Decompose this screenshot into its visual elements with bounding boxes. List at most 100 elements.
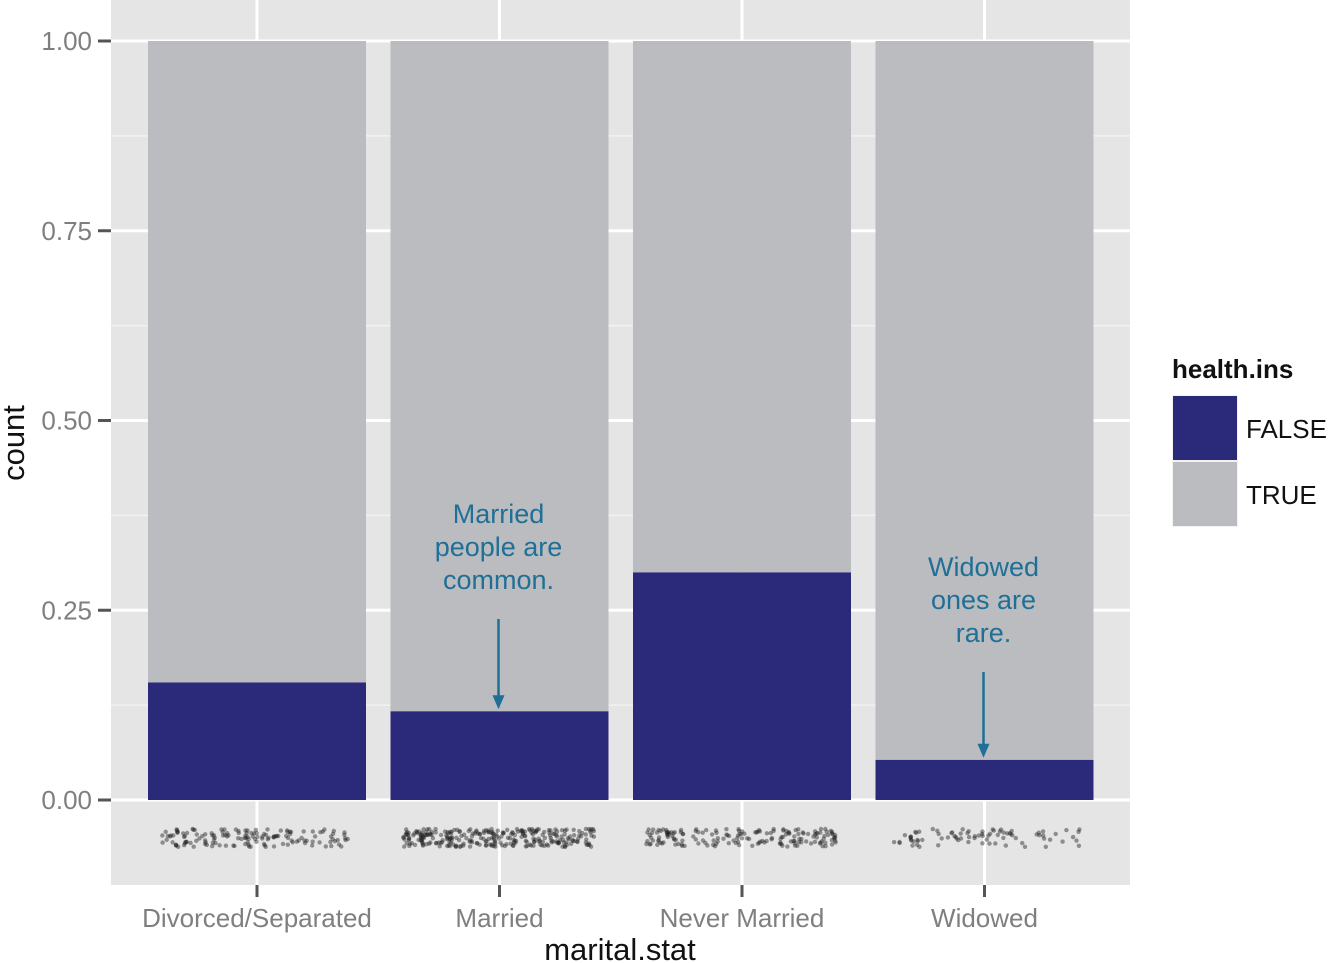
rug-point [542, 843, 547, 848]
rug-point [246, 842, 251, 847]
rug-point [165, 833, 170, 839]
rug-point [795, 843, 800, 848]
rug-point [328, 839, 333, 845]
rug-point [332, 839, 338, 844]
rug-point [472, 831, 478, 836]
rug-point [175, 829, 180, 835]
rug-point [468, 827, 473, 832]
rug-point [181, 843, 187, 848]
rug-point [284, 833, 289, 839]
y-tick-label: 0.75 [41, 216, 92, 246]
rug-point [505, 827, 510, 833]
rug-point [556, 840, 562, 845]
rug-point [650, 838, 656, 843]
rug-point [1077, 827, 1082, 832]
y-tick-label: 0.50 [41, 406, 92, 436]
rug-point [1047, 837, 1053, 842]
rug-point [511, 837, 516, 842]
bar-true [148, 41, 366, 683]
rug-point [438, 841, 443, 846]
annotation-text: Married [453, 499, 545, 529]
rug-point [447, 839, 452, 845]
rug-point [750, 843, 755, 848]
rug-point [658, 828, 663, 834]
rug-point [411, 833, 416, 838]
rug-point [995, 832, 1000, 838]
rug-point [419, 837, 424, 842]
rug-point [456, 837, 462, 843]
rug-point [950, 830, 955, 835]
rug-point [648, 835, 654, 840]
rug-point [444, 833, 449, 838]
rug-point [832, 835, 838, 840]
rug-point [583, 832, 588, 837]
rug-point [265, 837, 270, 842]
rug-point [786, 829, 792, 835]
rug-point [493, 841, 498, 846]
rug-point [197, 836, 202, 841]
rug-point [419, 838, 425, 843]
rug-point [310, 839, 315, 844]
rug-point [531, 843, 536, 848]
rug-point [693, 828, 698, 834]
rug-point [1003, 843, 1008, 848]
rug-point [418, 832, 423, 837]
rug-point [251, 831, 257, 836]
rug-point [236, 836, 241, 841]
rug-point [225, 831, 230, 836]
rug-point [565, 835, 571, 841]
rug-point [665, 832, 670, 837]
rug-point [672, 837, 677, 842]
rug-point [666, 831, 671, 837]
rug-point [452, 827, 457, 833]
rug-point [548, 828, 553, 833]
rug-point [418, 834, 424, 840]
rug-point [997, 829, 1003, 834]
rug-point [242, 835, 248, 841]
rug-point [591, 834, 597, 839]
rug-point [949, 830, 954, 836]
rug-point [709, 832, 715, 837]
rug-point [421, 827, 426, 832]
rug-point [489, 836, 494, 841]
rug-point [501, 831, 506, 836]
rug-point [429, 832, 434, 838]
rug-point [430, 836, 436, 841]
rug-point [1053, 831, 1058, 837]
rug-point [908, 835, 913, 840]
rug-point [420, 840, 425, 846]
rug-point [272, 834, 277, 839]
rug-point [580, 830, 585, 836]
rug-point [1008, 831, 1013, 837]
rug-point [276, 833, 281, 839]
rug-point [409, 841, 414, 846]
rug-point [797, 836, 802, 841]
rug-point [339, 844, 344, 849]
rug-point [1064, 827, 1069, 833]
rug-point [897, 840, 902, 846]
rug-point [815, 831, 820, 836]
rug-point [421, 835, 427, 841]
rug-point [285, 842, 290, 847]
rug-point [490, 831, 495, 836]
rug-point [414, 829, 419, 834]
rug-point [984, 837, 989, 842]
rug-point [712, 844, 718, 849]
rug-point [823, 840, 828, 845]
rug-point [477, 842, 482, 847]
rug-point [194, 838, 199, 843]
bar-true [875, 41, 1094, 760]
rug-point [745, 836, 750, 841]
rug-point [577, 828, 582, 834]
rug-point [754, 830, 759, 835]
rug-point [644, 841, 649, 847]
rug-point [429, 829, 435, 835]
legend-label: TRUE [1246, 480, 1317, 510]
rug-point [245, 828, 250, 833]
annotation-text: people are [435, 532, 563, 562]
rug-point [184, 839, 189, 845]
rug-point [437, 844, 442, 849]
rug-point [217, 843, 222, 848]
rug-point [584, 837, 589, 842]
